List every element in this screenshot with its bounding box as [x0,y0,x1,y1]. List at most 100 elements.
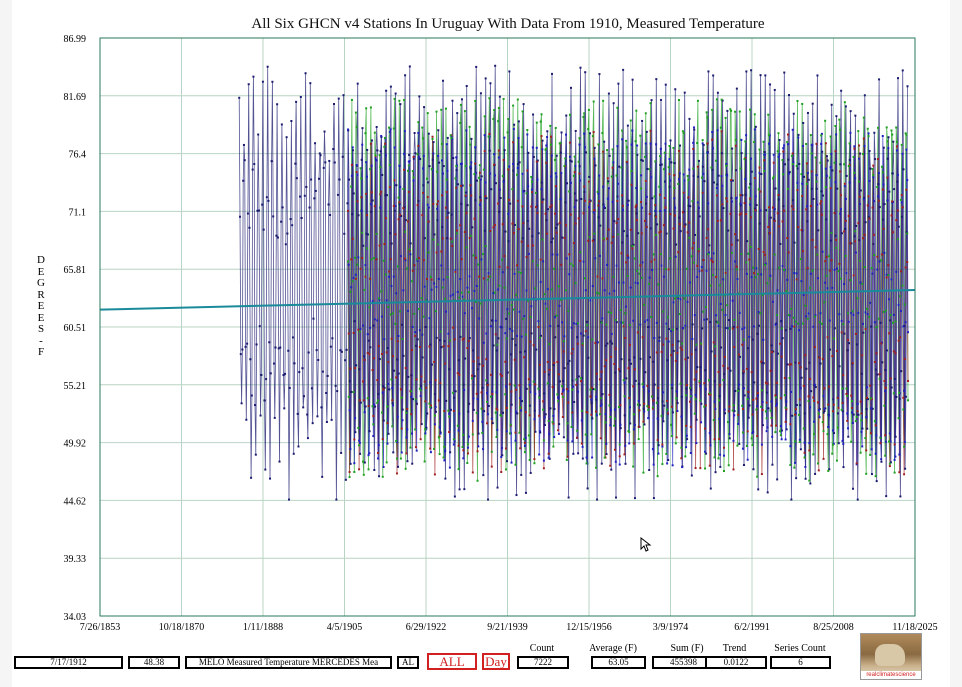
data-point [839,128,842,131]
data-point [723,408,726,411]
data-point [873,233,876,236]
data-point [528,404,531,407]
data-point [797,322,800,325]
data-point [321,475,324,478]
data-point [654,160,657,163]
data-point [581,457,584,460]
mouse-pointer-icon [640,537,652,552]
data-point [433,423,436,426]
data-point [606,342,609,345]
data-point [707,253,710,256]
data-point [469,184,472,187]
data-point [276,236,279,239]
data-point [589,299,592,302]
data-point [711,260,714,263]
data-point [295,100,298,103]
data-point [895,395,898,398]
data-point [497,120,500,123]
all-button[interactable]: ALL [427,653,477,670]
al-field[interactable]: AL [397,656,419,669]
data-point [707,251,710,254]
data-point [322,166,325,169]
data-point [783,394,786,397]
data-point [562,379,565,382]
data-point [441,226,444,229]
data-point [591,386,594,389]
data-point [401,419,404,422]
data-point [762,251,765,254]
data-point [445,399,448,402]
data-point [840,319,843,322]
data-point [370,258,373,261]
data-point [674,206,677,209]
data-point [795,403,798,406]
data-point [872,176,875,179]
data-point [542,400,545,403]
data-point [400,323,403,326]
data-point [801,195,804,198]
dog-logo-icon[interactable]: realclimatescience [860,633,922,680]
data-point [596,190,599,193]
data-point [548,457,551,460]
data-point [625,160,628,163]
data-point [478,317,481,320]
data-point [419,389,422,392]
data-point [871,407,874,410]
data-point [521,400,524,403]
data-point [719,126,722,129]
data-point [892,392,895,395]
data-point [631,247,634,250]
data-point [363,461,366,464]
data-point [372,435,375,438]
data-point [696,165,699,168]
data-point [754,195,757,198]
data-point [586,487,589,490]
data-point [597,216,600,219]
data-point [418,95,421,98]
data-point [525,387,528,390]
data-point [417,144,420,147]
data-point [571,411,574,414]
data-point [666,359,669,362]
data-point [871,272,874,275]
data-point [613,362,616,365]
data-point [612,275,615,278]
data-point [847,339,850,342]
data-point [506,371,509,374]
data-point [859,152,862,155]
data-point [723,373,726,376]
data-point [745,367,748,370]
data-point [644,219,647,222]
data-point [865,472,868,475]
data-point [355,171,358,174]
data-point [854,230,857,233]
data-point [722,379,725,382]
data-point [292,452,295,455]
day-button[interactable]: Day [482,653,510,670]
data-point [570,426,573,429]
data-point [710,257,713,260]
data-point [574,129,577,132]
data-point [628,344,631,347]
data-point [877,171,880,174]
data-point [549,124,552,127]
data-point [731,179,734,182]
data-point [812,197,815,200]
data-point [816,203,819,206]
logo-dog-shape [875,644,905,666]
data-point [589,388,592,391]
data-point [602,99,605,102]
data-point [580,197,583,200]
data-point [763,170,766,173]
data-point [491,390,494,393]
data-point [631,129,634,132]
data-point [699,399,702,402]
data-point [354,111,357,114]
data-point [501,223,504,226]
data-point [581,342,584,345]
data-point [640,276,643,279]
data-point [435,110,438,113]
data-point [660,163,663,166]
data-point [485,197,488,200]
data-point [416,259,419,262]
